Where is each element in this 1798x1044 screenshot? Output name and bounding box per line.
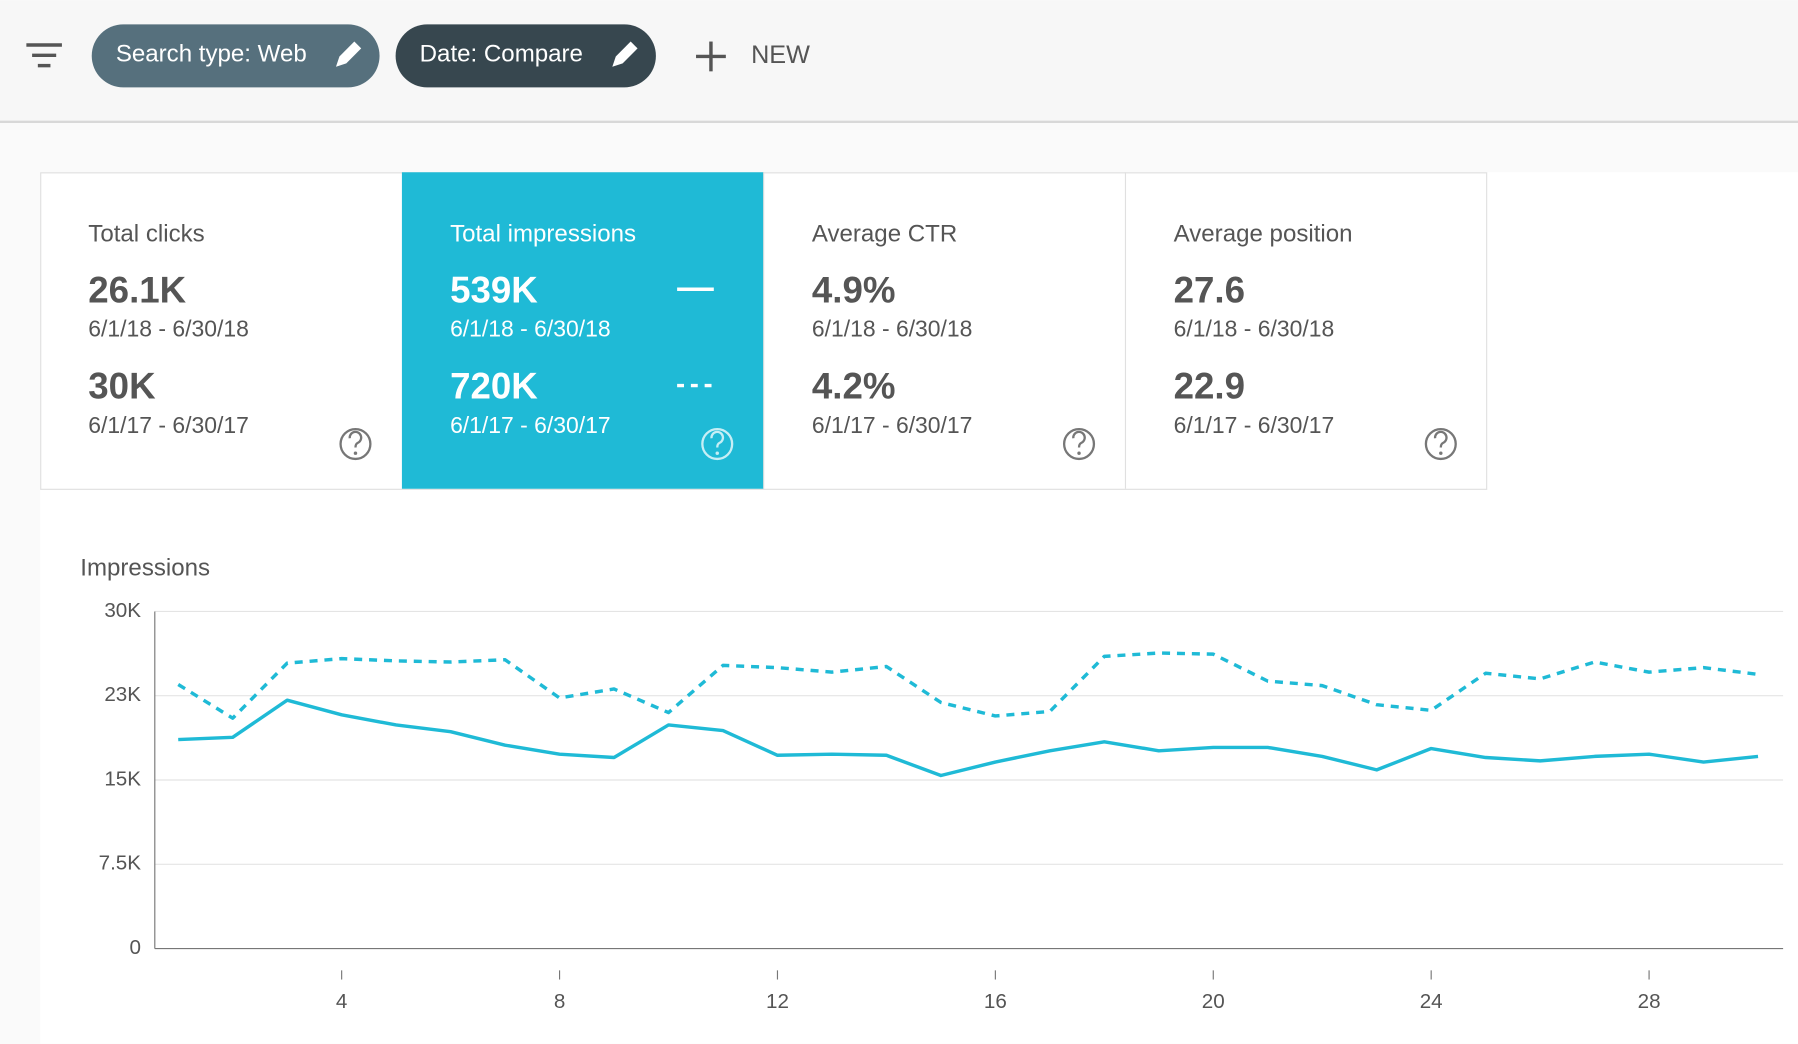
help-icon[interactable] xyxy=(701,427,734,461)
metric-card[interactable]: Average CTR 4.9% 6/1/18 - 6/30/18 4.2% 6/1/1… xyxy=(763,172,1096,489)
y-tick-label: 15K xyxy=(104,767,141,790)
card-value: 27.6 xyxy=(1174,269,1245,310)
card-range: 6/1/18 - 6/30/18 xyxy=(450,316,611,342)
card-range: 6/1/18 - 6/30/18 xyxy=(1174,316,1335,342)
chip-label: Date: Compare xyxy=(420,41,583,68)
card-range: 6/1/18 - 6/30/18 xyxy=(88,316,249,342)
card-range: 6/1/18 - 6/30/18 xyxy=(812,316,973,342)
help-mark xyxy=(1433,430,1448,448)
y-tick-label: 23K xyxy=(104,683,141,706)
series-line xyxy=(178,698,1759,778)
help-dot xyxy=(715,451,719,455)
metric-card[interactable]: Total clicks 26.1K 6/1/18 - 6/30/18 30K 6/1/… xyxy=(88,221,372,461)
help-dot xyxy=(1077,451,1081,455)
help-mark xyxy=(1072,430,1086,448)
x-tick-label: 28 xyxy=(1638,990,1661,1013)
help-mark xyxy=(710,430,725,448)
card-value: 26.1K xyxy=(88,269,186,310)
card-range: 6/1/17 - 6/30/17 xyxy=(812,412,973,438)
x-tick-label: 20 xyxy=(1202,990,1225,1013)
chip[interactable]: Date: Compare xyxy=(395,24,656,88)
help-dot xyxy=(1439,451,1443,455)
series-line xyxy=(177,651,1759,720)
help-icon[interactable] xyxy=(1062,427,1096,461)
chip-label: Search type: Web xyxy=(116,41,307,68)
card-value: 539K xyxy=(450,269,538,310)
help-icon[interactable] xyxy=(1424,427,1457,461)
x-tick-label: 12 xyxy=(766,990,789,1013)
help-circle xyxy=(1424,427,1457,461)
help-circle xyxy=(1062,427,1096,461)
card-range: 6/1/17 - 6/30/17 xyxy=(1174,412,1335,438)
help-dot xyxy=(353,451,358,455)
card-title: Total impressions xyxy=(450,221,636,248)
card-value: 720K xyxy=(450,366,538,407)
y-tick-label: 30K xyxy=(104,599,141,622)
help-icon[interactable] xyxy=(339,427,372,461)
card-range: 6/1/17 - 6/30/17 xyxy=(450,412,611,438)
help-mark xyxy=(348,430,363,448)
card-title: Average CTR xyxy=(812,221,957,248)
x-tick-label: 8 xyxy=(554,990,565,1013)
card-value: 4.2% xyxy=(812,366,896,407)
x-tick-label: 24 xyxy=(1420,990,1443,1013)
card-value: 30K xyxy=(88,366,156,407)
card-value: 4.9% xyxy=(812,269,896,310)
y-tick-label: 0 xyxy=(130,936,141,959)
card-title: Total clicks xyxy=(88,221,204,248)
help-circle xyxy=(339,427,372,461)
card-range: 6/1/17 - 6/30/17 xyxy=(88,412,249,438)
x-tick-label: 16 xyxy=(984,990,1007,1013)
chart-title: Impressions xyxy=(80,554,210,581)
new-button[interactable]: NEW xyxy=(696,41,810,72)
help-circle xyxy=(701,427,734,461)
x-tick-label: 4 xyxy=(336,990,347,1013)
metric-card[interactable]: Average position 27.6 6/1/18 - 6/30/18 22.9… xyxy=(1124,172,1457,489)
card-value: 22.9 xyxy=(1174,366,1245,407)
metric-card[interactable]: Total impressions 539K 6/1/18 - 6/30/18 720… xyxy=(401,172,764,489)
chip[interactable]: Search type: Web xyxy=(91,24,380,88)
new-label: NEW xyxy=(751,41,810,69)
y-tick-label: 7.5K xyxy=(99,852,142,875)
filter-icon[interactable] xyxy=(26,43,62,68)
card-title: Average position xyxy=(1174,221,1353,248)
